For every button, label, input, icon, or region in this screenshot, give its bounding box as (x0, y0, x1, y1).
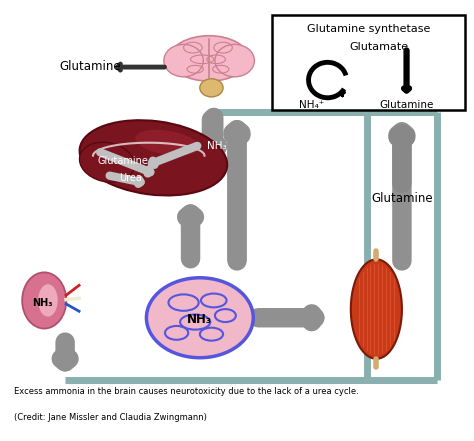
Text: Urea: Urea (118, 173, 142, 183)
Text: Excess ammonia in the brain causes neurotoxicity due to the lack of a urea cycle: Excess ammonia in the brain causes neuro… (14, 387, 359, 396)
Text: NH₄⁺: NH₄⁺ (299, 101, 324, 110)
Ellipse shape (146, 278, 253, 358)
Text: Glutamine: Glutamine (60, 60, 121, 73)
Text: Glutamine: Glutamine (371, 192, 433, 206)
Text: (Credit: Jane Missler and Claudia Zwingmann): (Credit: Jane Missler and Claudia Zwingm… (14, 413, 207, 422)
Ellipse shape (80, 120, 227, 195)
Text: Glutamine: Glutamine (379, 101, 434, 110)
Text: Glutamine: Glutamine (98, 156, 149, 166)
Text: Glutamine synthetase: Glutamine synthetase (307, 24, 430, 34)
Ellipse shape (135, 130, 200, 156)
Ellipse shape (164, 45, 203, 77)
FancyBboxPatch shape (272, 15, 465, 110)
Ellipse shape (170, 36, 248, 81)
Text: NH₃: NH₃ (207, 141, 227, 151)
Ellipse shape (200, 79, 223, 97)
Ellipse shape (38, 284, 58, 317)
Text: NH₃: NH₃ (33, 298, 53, 308)
Polygon shape (351, 259, 402, 359)
Text: Glutamate: Glutamate (349, 42, 408, 52)
Ellipse shape (215, 45, 255, 77)
Text: NH₃: NH₃ (187, 313, 212, 325)
Ellipse shape (22, 273, 66, 329)
Ellipse shape (80, 142, 135, 182)
